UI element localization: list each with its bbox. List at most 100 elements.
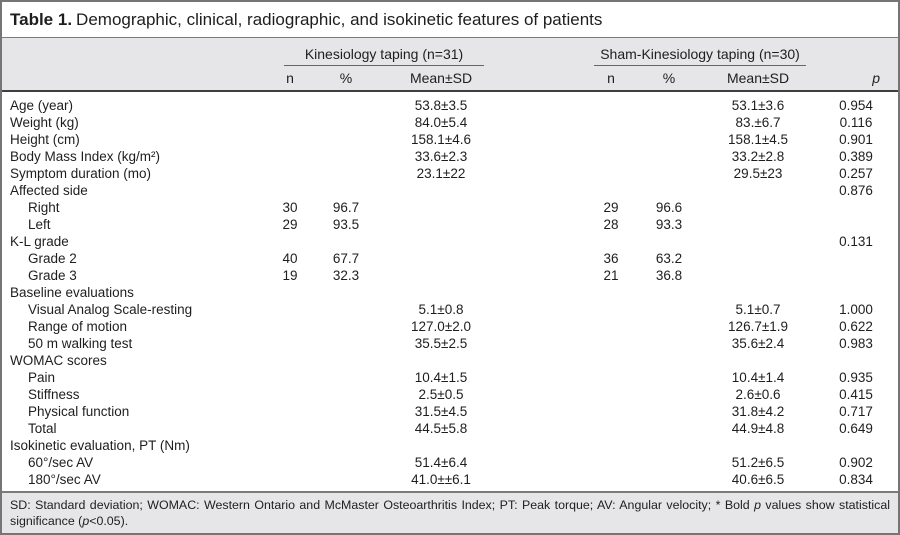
cell-g2-pct xyxy=(636,114,702,131)
cell-g2-pct xyxy=(636,301,702,318)
cell-g1-n xyxy=(266,182,314,199)
cell-g2-n xyxy=(586,318,636,335)
table-row: Body Mass Index (kg/m²) 33.6±2.3 33.2±2.8 0… xyxy=(2,148,898,165)
cell-g2-pct xyxy=(636,335,702,352)
cell-p: 0.389 xyxy=(839,148,873,164)
cell-g2-n xyxy=(586,420,636,437)
cell-g1-mean xyxy=(378,352,504,369)
cell-g1-n xyxy=(266,131,314,148)
cell-g1-mean: 33.6±2.3 xyxy=(414,148,468,164)
cell-g1-mean: 2.5±0.5 xyxy=(418,386,464,402)
cell-g2-n xyxy=(586,148,636,165)
cell-p: 0.131 xyxy=(839,233,873,249)
footnote-segment: p xyxy=(754,497,761,512)
cell-g2-pct xyxy=(636,91,702,114)
cell-g1-pct xyxy=(314,284,378,301)
row-label: Left xyxy=(28,216,51,232)
cell-p xyxy=(814,199,898,216)
cell-g2-pct xyxy=(636,318,702,335)
table-row: Total 44.5±5.8 44.9±4.8 0.649 xyxy=(2,420,898,437)
cell-g1-mean: 23.1±22 xyxy=(416,165,466,181)
cell-g2-n xyxy=(586,454,636,471)
cell-g1-pct xyxy=(314,182,378,199)
cell-g2-pct xyxy=(636,454,702,471)
cell-g2-pct xyxy=(636,403,702,420)
col-header-g2-pct: % xyxy=(636,65,703,92)
cell-g1-pct: 96.7 xyxy=(332,199,360,215)
col-header-g1-pct: % xyxy=(314,65,378,92)
cell-p: 0.935 xyxy=(839,369,873,385)
cell-g2-mean: 51.2±6.5 xyxy=(731,454,785,470)
cell-g1-pct: 32.3 xyxy=(332,267,360,283)
cell-spacer xyxy=(504,352,586,369)
cell-g1-pct xyxy=(314,352,378,369)
row-label: WOMAC scores xyxy=(10,352,107,368)
cell-spacer xyxy=(504,148,586,165)
cell-g1-n xyxy=(266,369,314,386)
cell-spacer xyxy=(504,471,586,491)
cell-g1-n xyxy=(266,420,314,437)
cell-g1-pct xyxy=(314,369,378,386)
cell-p xyxy=(814,352,898,369)
row-label: 180°/sec AV xyxy=(28,471,101,487)
row-label: Pain xyxy=(28,369,56,385)
cell-p: 0.415 xyxy=(839,386,873,402)
cell-g1-mean xyxy=(378,233,504,250)
row-label: K-L grade xyxy=(10,233,69,249)
cell-g1-n: 40 xyxy=(282,250,298,266)
table-row: Pain 10.4±1.5 10.4±1.4 0.935 xyxy=(2,369,898,386)
cell-spacer xyxy=(504,437,586,454)
cell-g2-n: 29 xyxy=(603,199,619,215)
cell-p: 0.954 xyxy=(839,97,873,113)
row-label: Isokinetic evaluation, PT (Nm) xyxy=(10,437,190,453)
row-label: Weight (kg) xyxy=(10,114,79,130)
header-spacer xyxy=(2,37,266,66)
table-row: Weight (kg) 84.0±5.4 83.±6.7 0.116 xyxy=(2,114,898,131)
row-label: Age (year) xyxy=(10,97,74,113)
cell-spacer xyxy=(504,284,586,301)
cell-p: 0.901 xyxy=(839,131,873,147)
cell-g1-mean: 35.5±2.5 xyxy=(414,335,468,351)
table-title: Table 1. Demographic, clinical, radiograp… xyxy=(2,2,898,37)
cell-g2-mean xyxy=(702,182,814,199)
cell-g1-pct xyxy=(314,437,378,454)
cell-spacer xyxy=(504,199,586,216)
cell-g1-mean xyxy=(378,284,504,301)
table-number: Table 1. xyxy=(10,10,73,29)
cell-g1-mean: 51.4±6.4 xyxy=(414,454,468,470)
row-label: Body Mass Index (kg/m²) xyxy=(10,148,161,164)
cell-g2-n xyxy=(586,437,636,454)
cell-g1-mean: 84.0±5.4 xyxy=(414,114,468,130)
table-row: K-L grade 0.131 xyxy=(2,233,898,250)
cell-g2-mean: 40.6±6.5 xyxy=(731,471,785,487)
cell-g2-mean: 10.4±1.4 xyxy=(731,369,785,385)
row-label: Total xyxy=(28,420,57,436)
cell-g2-mean: 2.6±0.6 xyxy=(735,386,781,402)
cell-g1-n: 19 xyxy=(282,267,298,283)
footnote-segment: values show statistical significance ( xyxy=(10,497,890,528)
table-row: Symptom duration (mo) 23.1±22 29.5±23 0.257 xyxy=(2,165,898,182)
cell-g1-pct xyxy=(314,318,378,335)
cell-g1-pct xyxy=(314,114,378,131)
table-row: Grade 2 40 67.7 36 63.2 xyxy=(2,250,898,267)
header-spacer xyxy=(504,65,587,92)
cell-g2-pct xyxy=(636,386,702,403)
cell-g1-n xyxy=(266,114,314,131)
cell-g2-pct xyxy=(636,182,702,199)
cell-g1-pct xyxy=(314,454,378,471)
cell-g1-n xyxy=(266,148,314,165)
cell-g1-mean xyxy=(378,216,504,233)
cell-g1-n xyxy=(266,284,314,301)
cell-p xyxy=(814,216,898,233)
cell-g2-pct xyxy=(636,420,702,437)
row-label: 60°/sec AV xyxy=(28,454,94,470)
column-group-sham: Sham-Kinesiology taping (n=30) xyxy=(586,37,815,66)
col-header-g1-n: n xyxy=(266,65,314,92)
table-row: Physical function 31.5±4.5 31.8±4.2 0.717 xyxy=(2,403,898,420)
cell-g2-pct xyxy=(636,369,702,386)
cell-g1-n xyxy=(266,335,314,352)
cell-g2-mean xyxy=(702,267,814,284)
cell-p: 0.876 xyxy=(839,182,873,198)
cell-g1-mean: 31.5±4.5 xyxy=(414,403,468,419)
cell-p: 1.000 xyxy=(839,301,873,317)
